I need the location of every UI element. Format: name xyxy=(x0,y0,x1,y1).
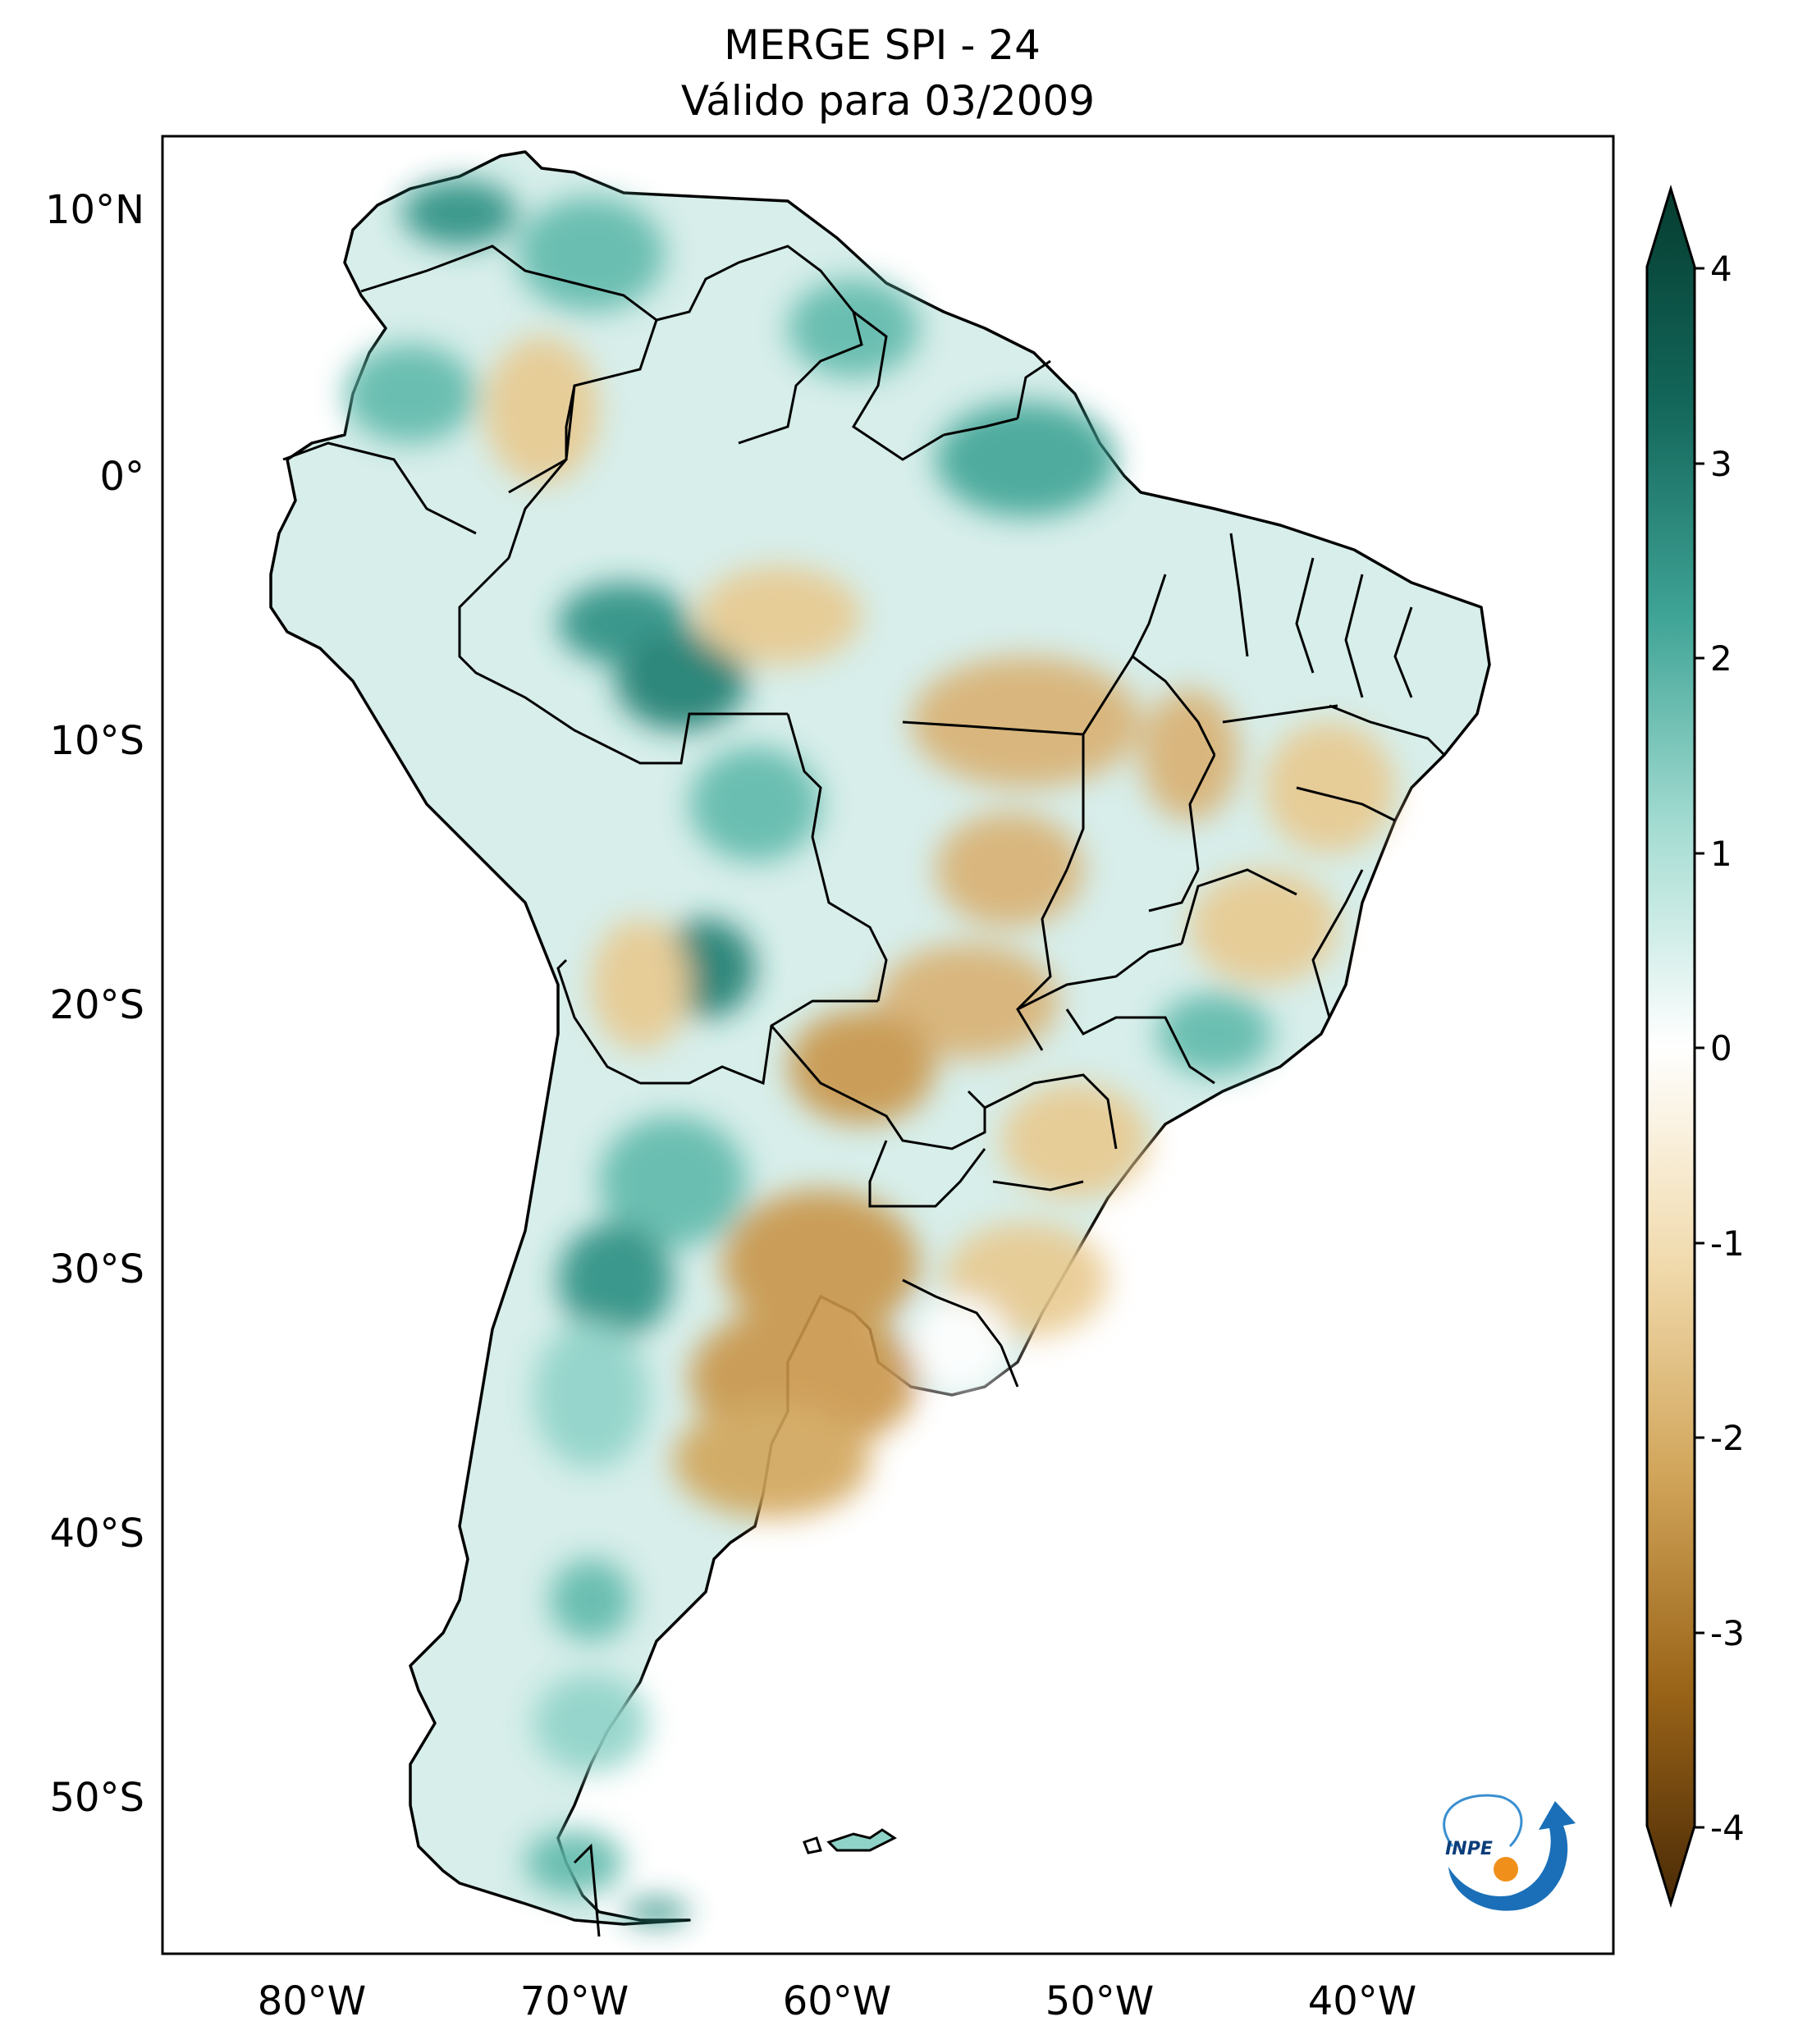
lon-label-80w: 80°W xyxy=(258,1978,367,2024)
colorbar-tick-neg4: -4 xyxy=(1710,1808,1745,1848)
inpe-logo: INPE xyxy=(1443,1794,1576,1911)
lat-label-0: 0° xyxy=(99,454,144,500)
colorbar-tick-neg1: -1 xyxy=(1710,1223,1745,1264)
lat-label-30s: 30°S xyxy=(49,1246,144,1292)
colorbar-tick-3: 3 xyxy=(1710,444,1732,484)
lon-label-40w: 40°W xyxy=(1308,1978,1417,2024)
logo-arrow-icon xyxy=(1448,1801,1576,1911)
lat-label-20s: 20°S xyxy=(49,982,144,1028)
colorbar-tick-2: 2 xyxy=(1710,638,1732,679)
colorbar-gradient xyxy=(1645,184,1696,1909)
colorbar-tick-marks xyxy=(1695,267,1704,1829)
colorbar-tick-4: 4 xyxy=(1710,249,1732,289)
logo-sun-icon xyxy=(1494,1857,1518,1882)
logo-text: INPE xyxy=(1445,1839,1493,1859)
colorbar-tick-0: 0 xyxy=(1710,1028,1732,1068)
lon-label-70w: 70°W xyxy=(520,1978,629,2024)
map-content xyxy=(269,150,1491,1937)
lat-label-10n: 10°N xyxy=(45,187,144,233)
spi-shading xyxy=(345,181,1395,1924)
latitude-labels: 10°N 0° 10°S 20°S 30°S 40°S 50°S xyxy=(45,187,144,1821)
colorbar-tick-neg2: -2 xyxy=(1710,1418,1745,1458)
title-line-1: MERGE SPI - 24 xyxy=(724,21,1041,69)
lon-label-50w: 50°W xyxy=(1045,1978,1155,2024)
lat-label-10s: 10°S xyxy=(49,718,144,764)
small-island xyxy=(803,1836,822,1854)
colorbar-tick-1: 1 xyxy=(1710,834,1732,874)
lat-label-40s: 40°S xyxy=(49,1511,144,1557)
logo-orbit-icon xyxy=(1443,1794,1523,1848)
colorbar-tick-neg3: -3 xyxy=(1710,1613,1745,1653)
country-borders xyxy=(282,245,1446,1937)
longitude-labels: 80°W 70°W 60°W 50°W 40°W xyxy=(258,1978,1417,2024)
title-line-2: Válido para 03/2009 xyxy=(681,77,1095,125)
colorbar: 4 3 2 1 0 -1 -2 -3 -4 xyxy=(1645,184,1745,1909)
falkland-islands xyxy=(826,1828,897,1852)
lat-label-50s: 50°S xyxy=(49,1775,144,1821)
lon-label-60w: 60°W xyxy=(783,1978,892,2024)
